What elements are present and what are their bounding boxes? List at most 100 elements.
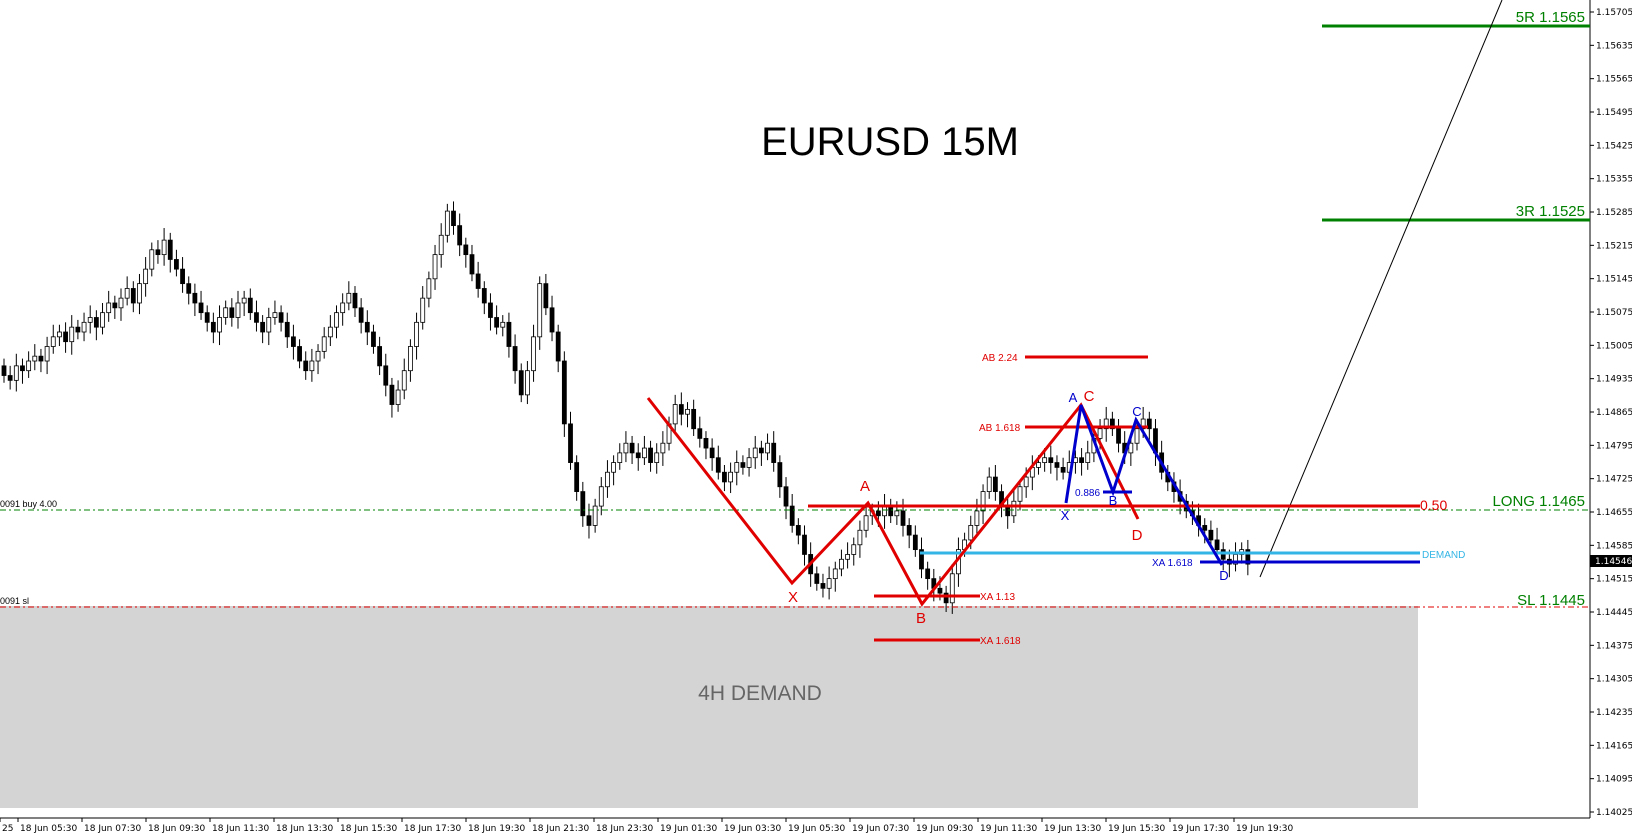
candle-down xyxy=(457,225,463,246)
candle-up xyxy=(235,302,241,318)
red-point-d: D xyxy=(1132,527,1143,544)
candle-down xyxy=(1208,529,1214,541)
candle-down xyxy=(180,268,185,285)
x-tick-label: 19 Jun 09:30 xyxy=(916,824,973,834)
candle-down xyxy=(586,515,592,526)
candle-up xyxy=(32,355,38,362)
candle-down xyxy=(888,505,894,517)
x-tick-label: 19 Jun 13:30 xyxy=(1044,824,1101,834)
x-tick-label: 25 xyxy=(2,824,13,834)
y-tick-label: 1.15565 xyxy=(1596,75,1632,85)
candle-up xyxy=(654,452,660,463)
candle-down xyxy=(549,307,555,333)
y-tick-label: 1.14375 xyxy=(1596,641,1632,651)
candle-up xyxy=(118,297,124,309)
target-3r-label: 3R 1.1525 xyxy=(1516,203,1585,220)
y-tick-label: 1.14585 xyxy=(1596,541,1632,551)
candle-up xyxy=(444,210,450,236)
candle-up xyxy=(1085,452,1091,463)
candle-up xyxy=(321,336,327,352)
candle-down xyxy=(512,346,518,372)
candle-up xyxy=(266,317,272,333)
candle-down xyxy=(900,510,906,526)
candle-down xyxy=(758,447,764,454)
candle-down xyxy=(715,457,721,473)
candle-down xyxy=(506,321,512,347)
candle-down xyxy=(7,375,13,381)
candle-down xyxy=(783,486,789,507)
y-tick-label: 1.15425 xyxy=(1596,141,1632,151)
candle-up xyxy=(106,302,112,314)
candle-up xyxy=(13,365,19,381)
x-tick-label: 18 Jun 21:30 xyxy=(532,824,589,834)
y-axis-ticks: 1.15705 1.15635 1.15565 1.15495 1.15425 1.153… xyxy=(1590,8,1632,818)
red-point-b: B xyxy=(916,610,926,627)
candle-up xyxy=(1134,428,1140,444)
candle-up xyxy=(223,307,229,318)
y-tick-label: 1.15285 xyxy=(1596,208,1632,218)
candle-down xyxy=(198,302,204,314)
candle-down xyxy=(912,534,918,551)
candle-down xyxy=(635,452,641,459)
x-tick-label: 19 Jun 05:30 xyxy=(788,824,845,834)
candle-down xyxy=(63,331,68,343)
candle-up xyxy=(50,336,56,347)
candle-up xyxy=(524,370,530,396)
candle-down xyxy=(1109,418,1115,430)
red-ab224-label: AB 2.24 xyxy=(982,353,1018,364)
y-tick-label: 1.15495 xyxy=(1596,108,1632,118)
candle-up xyxy=(241,297,247,304)
x-tick-label: 18 Jun 05:30 xyxy=(20,824,77,834)
candle-up xyxy=(315,350,321,362)
candle-down xyxy=(284,321,290,338)
candle-up xyxy=(1023,476,1029,488)
candle-down xyxy=(771,442,777,463)
candle-down xyxy=(371,331,376,347)
candle-down xyxy=(691,408,697,430)
candle-down xyxy=(629,442,635,454)
candle-down xyxy=(937,587,943,594)
candle-down xyxy=(167,239,173,260)
candle-down xyxy=(229,307,235,318)
candle-down xyxy=(1005,505,1011,517)
y-tick-label: 1.15145 xyxy=(1596,275,1632,285)
candle-down xyxy=(943,592,949,604)
candle-up xyxy=(395,389,401,405)
current-price-box xyxy=(1590,555,1632,567)
entry-order-label: 0091 buy 4.00 xyxy=(0,499,57,509)
candle-up xyxy=(500,321,506,328)
candle-down xyxy=(488,302,493,318)
sl-order-label: 0091 sl xyxy=(0,596,29,606)
candle-down xyxy=(992,476,998,492)
candle-up xyxy=(1140,418,1146,430)
candle-up xyxy=(149,249,155,270)
candle-down xyxy=(740,462,746,468)
candle-up xyxy=(623,442,629,454)
candle-down xyxy=(254,312,259,323)
candle-down xyxy=(377,346,383,367)
blue-ret-label: 0.886 xyxy=(1075,488,1100,499)
candle-up xyxy=(1097,428,1103,439)
blue-point-d: D xyxy=(1219,568,1228,583)
half-retracement-label: 0.50 xyxy=(1420,497,1447,513)
candle-down xyxy=(802,534,807,555)
candle-up xyxy=(617,452,623,463)
red-xa113-label: XA 1.13 xyxy=(980,592,1015,603)
candle-up xyxy=(974,510,980,526)
candle-down xyxy=(697,428,703,439)
candle-up xyxy=(401,370,407,391)
candle-down xyxy=(303,360,309,372)
demand-zone-label: 4H DEMAND xyxy=(698,682,822,705)
candle-up xyxy=(1103,418,1109,430)
candle-down xyxy=(278,312,284,323)
candle-down xyxy=(291,336,296,347)
y-tick-label: 1.15355 xyxy=(1596,175,1632,185)
y-tick-label: 1.14795 xyxy=(1596,441,1632,451)
candle-up xyxy=(1017,486,1023,502)
sl-level-label: SL 1.1445 xyxy=(1517,592,1585,609)
candle-down xyxy=(777,462,783,488)
candle-down xyxy=(1054,462,1060,468)
candle-down xyxy=(1214,539,1220,551)
candle-up xyxy=(420,297,426,323)
